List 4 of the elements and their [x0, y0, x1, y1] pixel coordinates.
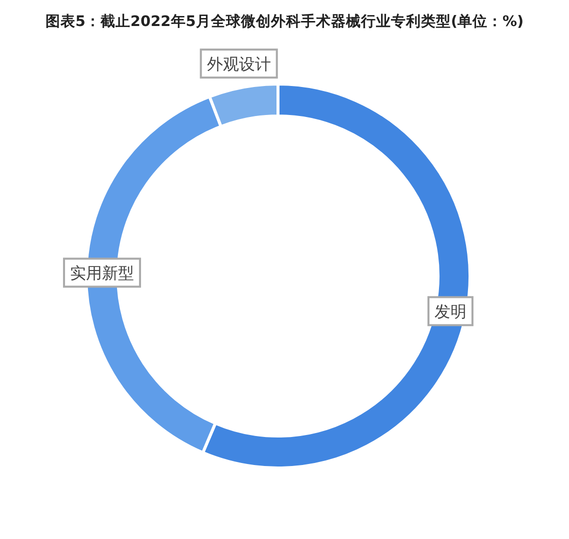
chart-title: 图表5：截止2022年5月全球微创外科手术器械行业专利类型(单位：%): [45, 13, 524, 30]
slice-label: 外观设计: [206, 54, 271, 74]
slice-label: 发明: [434, 302, 466, 322]
slice-label: 实用新型: [70, 264, 134, 283]
